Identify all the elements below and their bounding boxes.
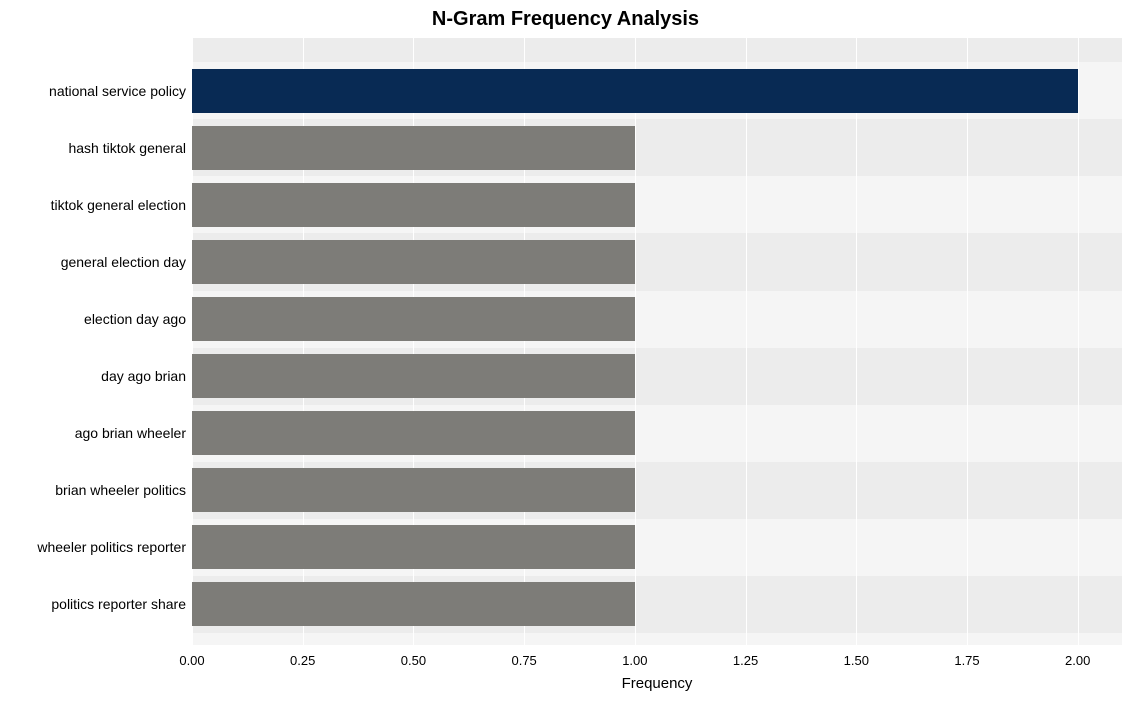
y-tick-label: ago brian wheeler [75, 425, 186, 441]
bar [192, 69, 1078, 113]
grid-line [746, 38, 747, 645]
y-tick-label: brian wheeler politics [55, 482, 186, 498]
y-tick-label: election day ago [84, 311, 186, 327]
x-tick-label: 1.50 [844, 653, 869, 668]
y-tick-label: politics reporter share [51, 596, 186, 612]
bar [192, 411, 635, 455]
bar [192, 240, 635, 284]
x-tick-label: 1.25 [733, 653, 758, 668]
x-tick-label: 1.00 [622, 653, 647, 668]
bar [192, 354, 635, 398]
x-tick-label: 1.75 [954, 653, 979, 668]
row-band [192, 38, 1122, 62]
y-tick-label: tiktok general election [51, 197, 186, 213]
y-tick-label: general election day [61, 254, 186, 270]
bar [192, 468, 635, 512]
grid-line [967, 38, 968, 645]
chart-title: N-Gram Frequency Analysis [0, 8, 1131, 31]
bar [192, 126, 635, 170]
y-tick-label: wheeler politics reporter [37, 539, 186, 555]
x-tick-label: 0.00 [179, 653, 204, 668]
bar [192, 183, 635, 227]
grid-line [1078, 38, 1079, 645]
x-tick-label: 0.50 [401, 653, 426, 668]
row-band [192, 633, 1122, 645]
x-tick-label: 0.75 [511, 653, 536, 668]
x-tick-label: 2.00 [1065, 653, 1090, 668]
grid-line [635, 38, 636, 645]
plot-area [192, 38, 1122, 645]
grid-line [856, 38, 857, 645]
x-axis-label: Frequency [622, 675, 693, 692]
x-tick-label: 0.25 [290, 653, 315, 668]
y-tick-label: national service policy [49, 83, 186, 99]
bar [192, 582, 635, 626]
chart-container: N-Gram Frequency Analysis Frequency nati… [0, 0, 1131, 701]
y-tick-label: hash tiktok general [68, 140, 186, 156]
bar [192, 297, 635, 341]
bar [192, 525, 635, 569]
y-tick-label: day ago brian [101, 368, 186, 384]
